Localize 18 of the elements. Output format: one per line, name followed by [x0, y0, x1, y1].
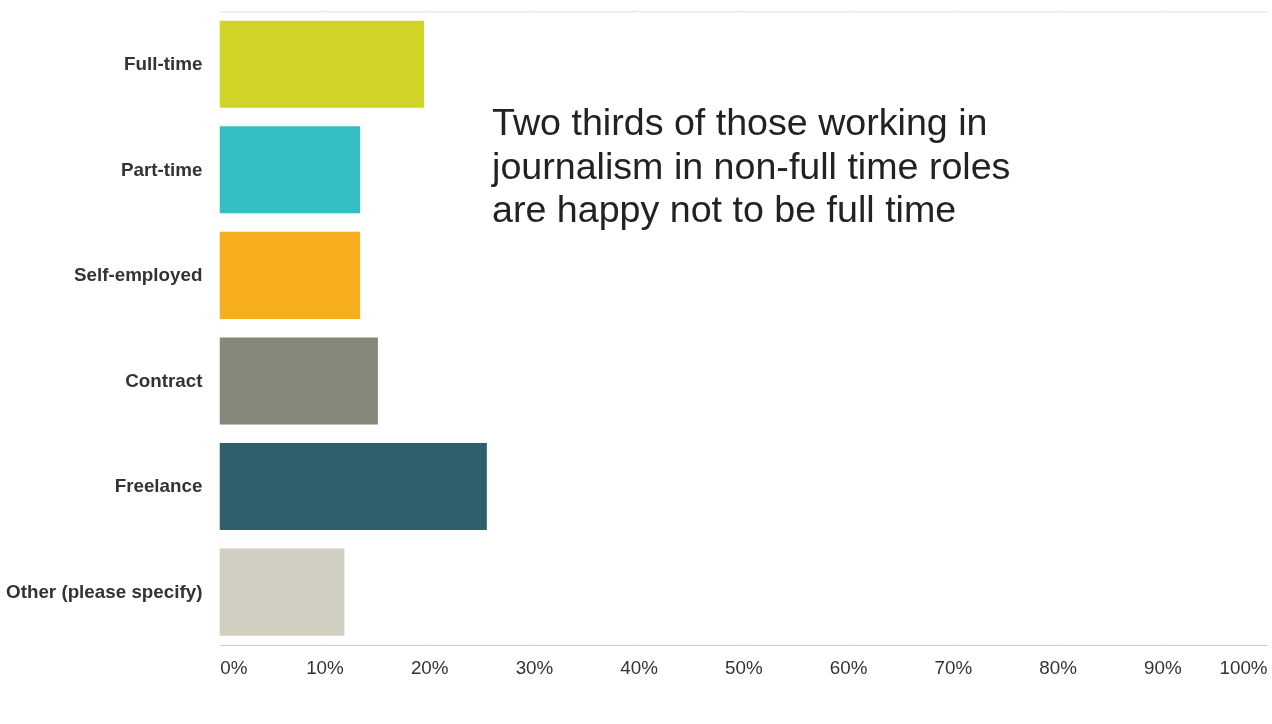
x-tick-label: 60%: [829, 657, 868, 679]
x-tick-label: 30%: [515, 657, 554, 679]
y-tick-label: Other (please specify): [6, 581, 203, 603]
x-tick-label: 80%: [1039, 657, 1078, 679]
x-tick-label: 0%: [220, 657, 248, 679]
x-tick-label: 50%: [725, 657, 763, 679]
x-tick-label: 40%: [620, 657, 659, 679]
y-tick-label: Full-time: [124, 53, 203, 75]
y-tick-label: Freelance: [114, 475, 203, 497]
x-tick-label: 20%: [410, 657, 449, 679]
x-tick-label: 70%: [934, 657, 973, 679]
x-tick-label: 90%: [1144, 657, 1182, 679]
y-tick-label: Part-time: [120, 158, 203, 180]
annotation: Two thirds of those working in journalism in non-full time roles are happy not to be full time: [491, 101, 1011, 231]
x-tick-label: 100%: [1219, 657, 1268, 679]
y-tick-label: Contract: [125, 369, 204, 391]
x-tick-label: 10%: [306, 657, 345, 679]
y-tick-label: Self-employed: [73, 264, 203, 286]
